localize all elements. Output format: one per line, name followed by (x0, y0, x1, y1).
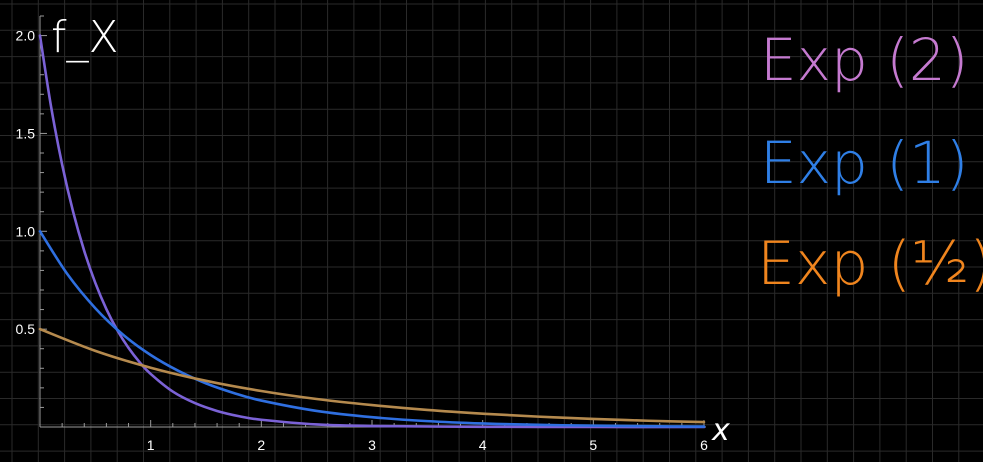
series-line-exp-half (38, 327, 706, 424)
legend-entry-exp-1: Exp (1) (760, 129, 968, 197)
axes: 1 2 3 4 5 6 0.5 1.0 1.5 2.0 (16, 15, 708, 453)
y-tick-label: 1.0 (16, 223, 36, 239)
legend-entry-exp-half: Exp (½) (757, 229, 983, 299)
x-tick-label: 3 (368, 437, 376, 453)
x-tick-label: 4 (479, 437, 487, 453)
x-tick-label: 2 (257, 437, 265, 453)
x-tick-label: 1 (147, 437, 155, 453)
x-axis-label: x (711, 413, 730, 448)
series-line-exp-1 (38, 229, 706, 428)
y-tick-label: 0.5 (16, 321, 36, 337)
series-line-exp-2 (38, 34, 706, 429)
series-group (38, 34, 706, 429)
legend-entry-exp-2: Exp (2) (760, 26, 968, 94)
y-tick-label: 1.5 (16, 125, 36, 141)
x-tick-label: 6 (700, 437, 708, 453)
y-tick-label: 2.0 (16, 28, 36, 44)
y-axis-label: f_X (51, 12, 119, 63)
x-tick-label: 5 (589, 437, 597, 453)
